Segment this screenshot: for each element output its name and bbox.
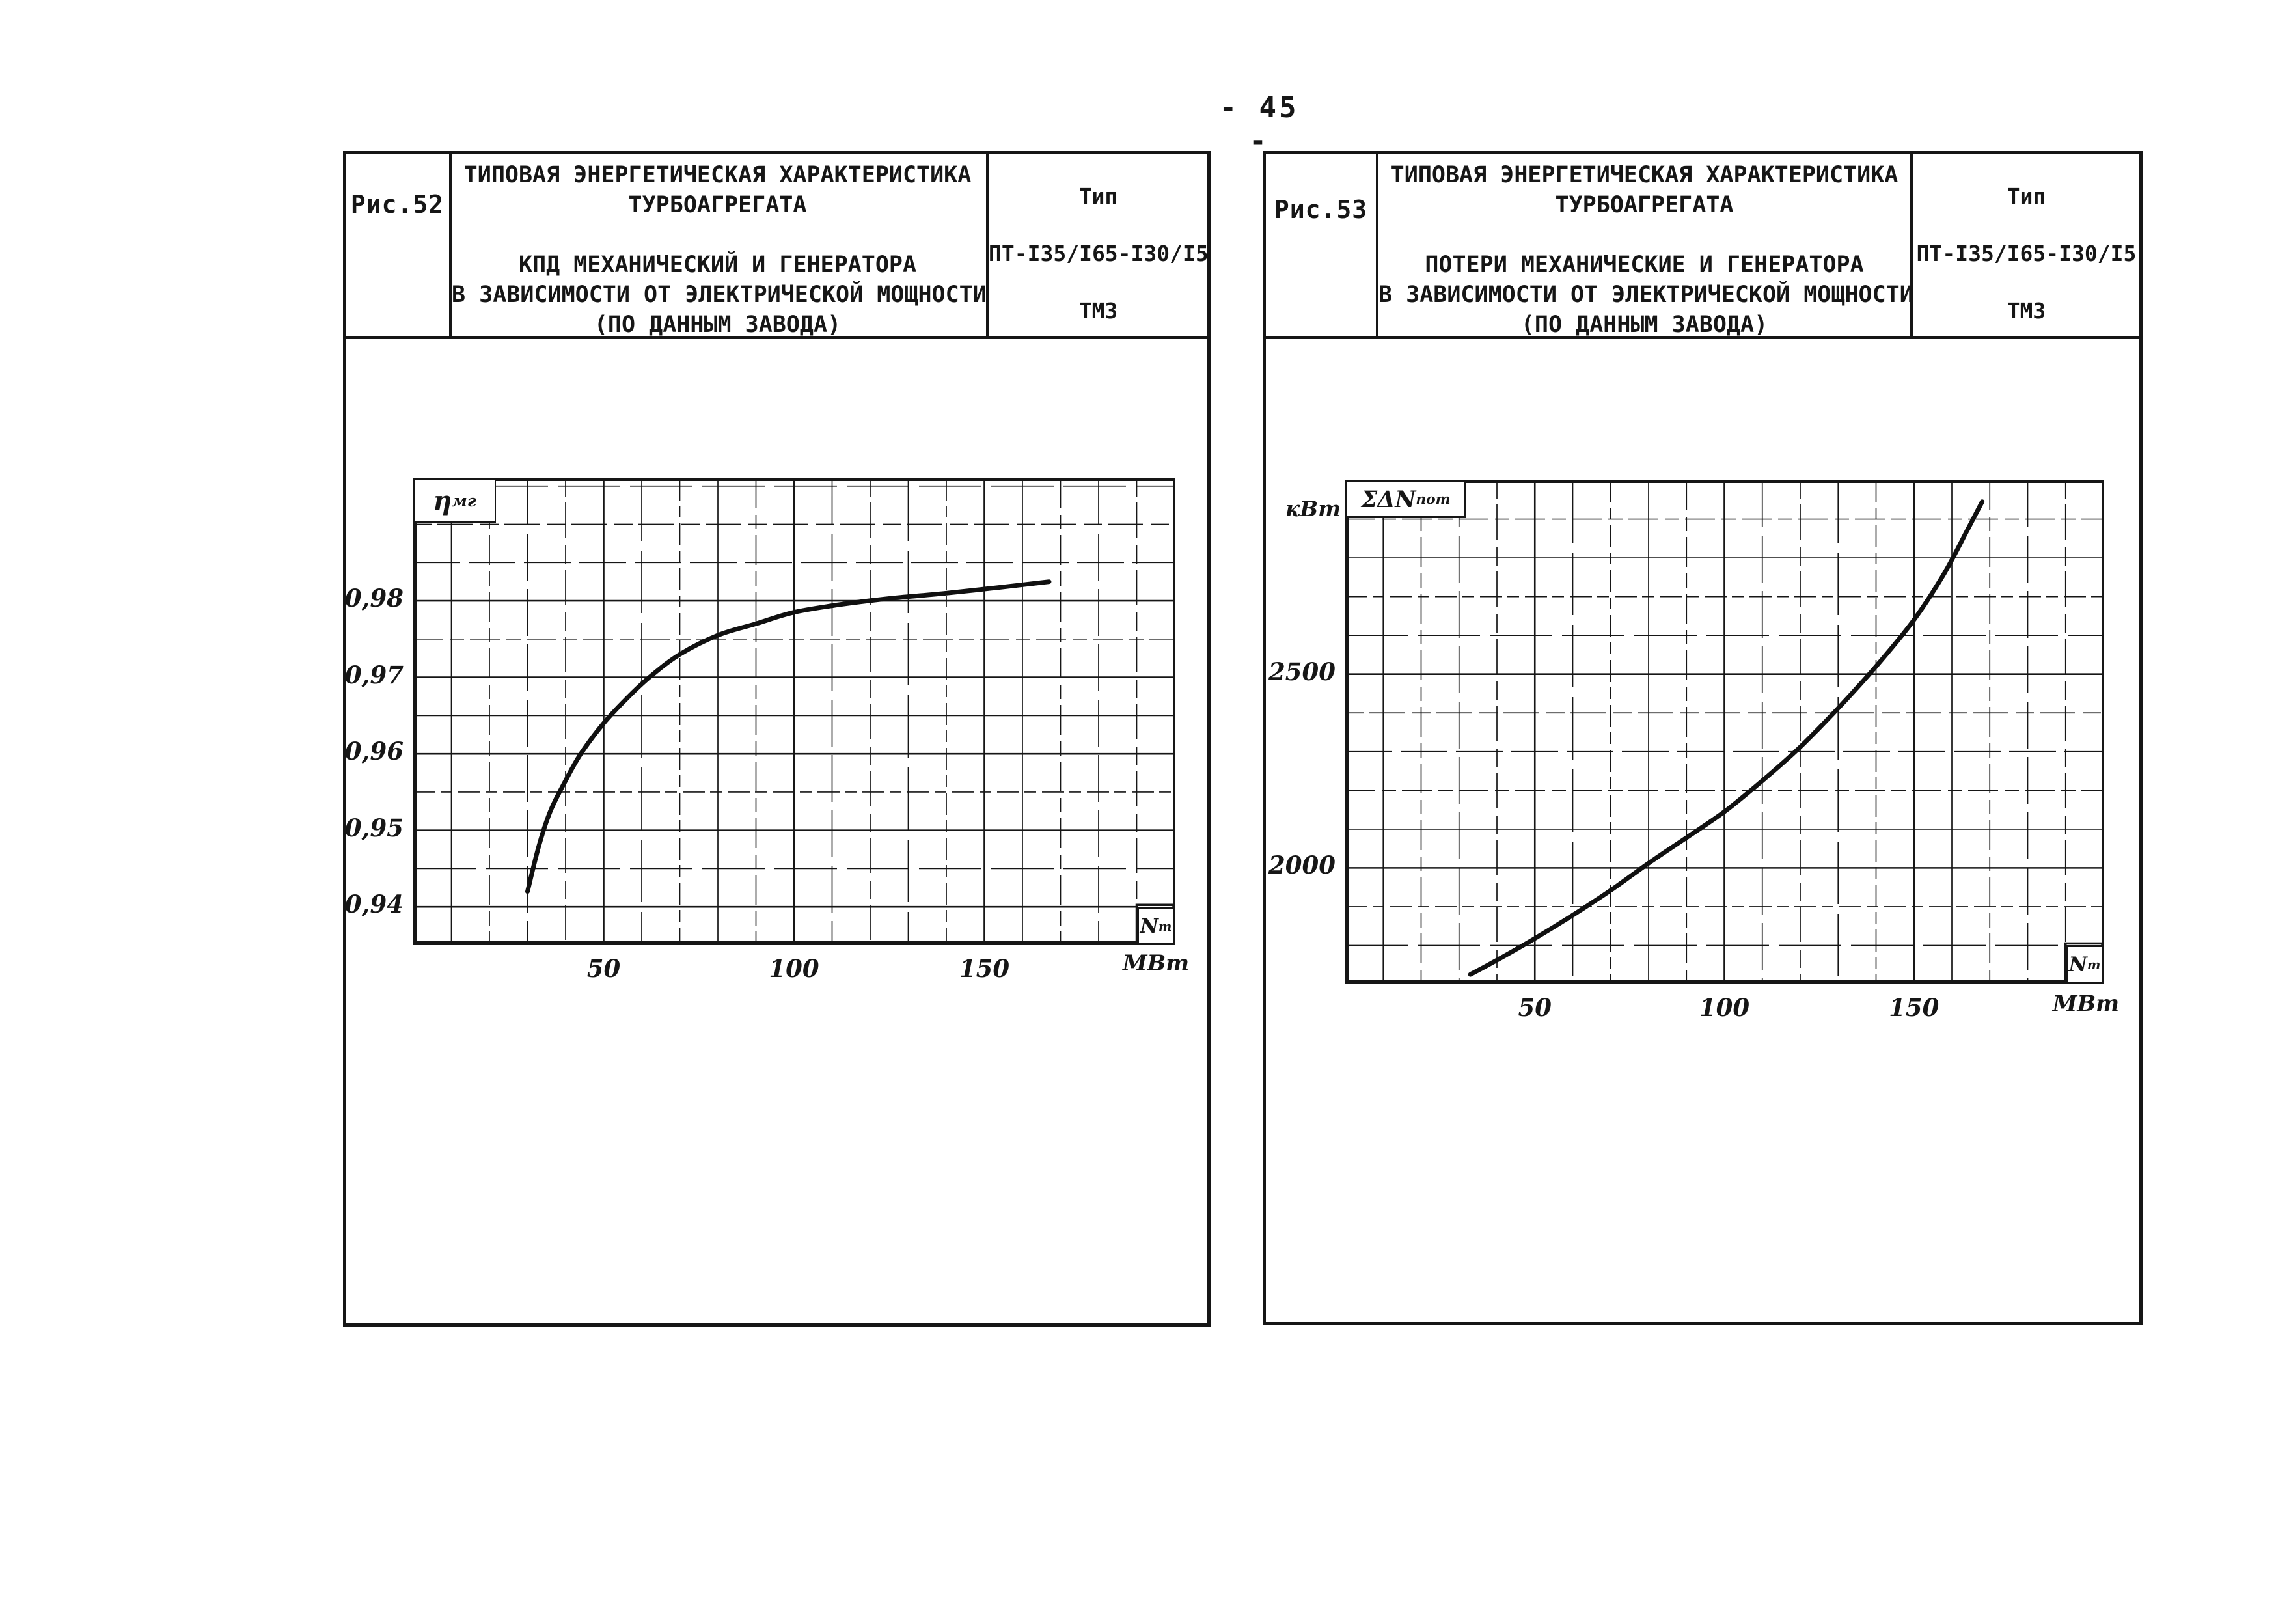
- figure-53-type-line: ПТ-I35/I65-I30/I5: [1916, 241, 2137, 266]
- y-tick-label: 0,95: [344, 813, 404, 842]
- sigma-delta-n-symbol-sub: пот: [1416, 491, 1451, 508]
- eta-symbol: η: [433, 485, 452, 516]
- figure-53-type: Тип ПТ-I35/I65-I30/I5 ТМЗ: [1913, 164, 2140, 324]
- figure-52-type-line: ТМЗ: [1078, 298, 1118, 323]
- y-axis-label-losses: ΣΔN пот: [1345, 480, 1466, 518]
- y-tick-label: 0,94: [344, 890, 404, 919]
- figure-53-header-separator-1: [1376, 151, 1378, 338]
- figure-52-header-divider: [343, 336, 1211, 339]
- figure-52-type: Тип ПТ-I35/I65-I30/I5 ТМЗ: [989, 164, 1209, 324]
- y-tick-label: 0,96: [344, 737, 404, 766]
- figure-53-title-line: ТУРБОАГРЕГАТА: [1555, 192, 1734, 218]
- figure-53-chart: [1345, 480, 2104, 984]
- figure-52-title-line: В ЗАВИСИМОСТИ ОТ ЭЛЕКТРИЧЕСКОЙ МОЩНОСТИ: [452, 282, 987, 308]
- figure-53-type-line: ТМЗ: [2007, 298, 2046, 323]
- x-tick-label: 150: [959, 954, 1010, 983]
- figure-53-title: ТИПОВАЯ ЭНЕРГЕТИЧЕСКАЯ ХАРАКТЕРИСТИКА ТУР…: [1378, 160, 1913, 340]
- x-tick-label: 50: [586, 954, 621, 983]
- figure-52-header-separator-2: [986, 151, 989, 338]
- nt-symbol: N: [2068, 953, 2087, 976]
- sigma-delta-n-symbol: ΣΔN: [1361, 486, 1416, 513]
- x-tick-label: 150: [1889, 993, 1939, 1022]
- figure-52-title-line: ТИПОВАЯ ЭНЕРГЕТИЧЕСКАЯ ХАРАКТЕРИСТИКА: [463, 162, 972, 188]
- x-tick-label: 100: [769, 954, 819, 983]
- figure-53-title-line: ТИПОВАЯ ЭНЕРГЕТИЧЕСКАЯ ХАРАКТЕРИСТИКА: [1390, 162, 1898, 188]
- curve-0: [525, 579, 1052, 894]
- y-axis-label-eta: η мг: [415, 480, 496, 523]
- figure-53-header-separator-2: [1910, 151, 1913, 338]
- figure-53-header-divider: [1263, 336, 2143, 339]
- figure-52-title-line: ТУРБОАГРЕГАТА: [628, 192, 807, 218]
- figure-52-title-line: (ПО ДАННЫМ ЗАВОДА): [594, 312, 842, 338]
- x-tick-label: 100: [1699, 993, 1750, 1022]
- figure-52-chart: [413, 478, 1175, 945]
- y-tick-label: 2500: [1268, 657, 1336, 686]
- figure-52-type-line: Тип: [1078, 184, 1118, 209]
- figure-53-frame: [1263, 151, 2143, 1325]
- figure-52-header-separator-1: [449, 151, 452, 338]
- y-tick-label: 0,98: [344, 584, 404, 613]
- figure-53-title-line: ПОТЕРИ МЕХАНИЧЕСКИЕ И ГЕНЕРАТОРА: [1425, 252, 1864, 278]
- figure-53-title-line: В ЗАВИСИМОСТИ ОТ ЭЛЕКТРИЧЕСКОЙ МОЩНОСТИ: [1378, 282, 1913, 308]
- figure-52-caption: Рис.52: [350, 190, 445, 219]
- nt-symbol-sub: т: [1158, 918, 1172, 934]
- y-tick-label: 2000: [1268, 851, 1336, 880]
- nt-symbol-sub: т: [2087, 957, 2101, 972]
- nt-symbol: N: [1140, 915, 1158, 938]
- x-axis-unit-53: МВт: [2052, 991, 2120, 1017]
- y-tick-label: 0,97: [344, 660, 404, 689]
- figure-52-title-line: КПД МЕХАНИЧЕСКИЙ И ГЕНЕРАТОРА: [518, 252, 917, 278]
- figure-53-title-line: (ПО ДАННЫМ ЗАВОДА): [1520, 312, 1768, 338]
- figure-52-type-line: ПТ-I35/I65-I30/I5: [989, 241, 1209, 266]
- figure-53-caption: Рис.53: [1274, 195, 1368, 224]
- curve-1: [1468, 499, 1985, 977]
- y-axis-unit-53: кВт: [1285, 496, 1341, 521]
- page-number: - 45 -: [1219, 91, 1299, 158]
- eta-symbol-sub: мг: [452, 491, 476, 510]
- x-tick-label: 50: [1518, 993, 1552, 1022]
- figure-52-frame: [343, 151, 1211, 1327]
- figure-53-type-line: Тип: [2007, 184, 2046, 209]
- figure-52-title: ТИПОВАЯ ЭНЕРГЕТИЧЕСКАЯ ХАРАКТЕРИСТИКА ТУР…: [452, 160, 987, 340]
- x-axis-unit-52: МВт: [1122, 950, 1190, 976]
